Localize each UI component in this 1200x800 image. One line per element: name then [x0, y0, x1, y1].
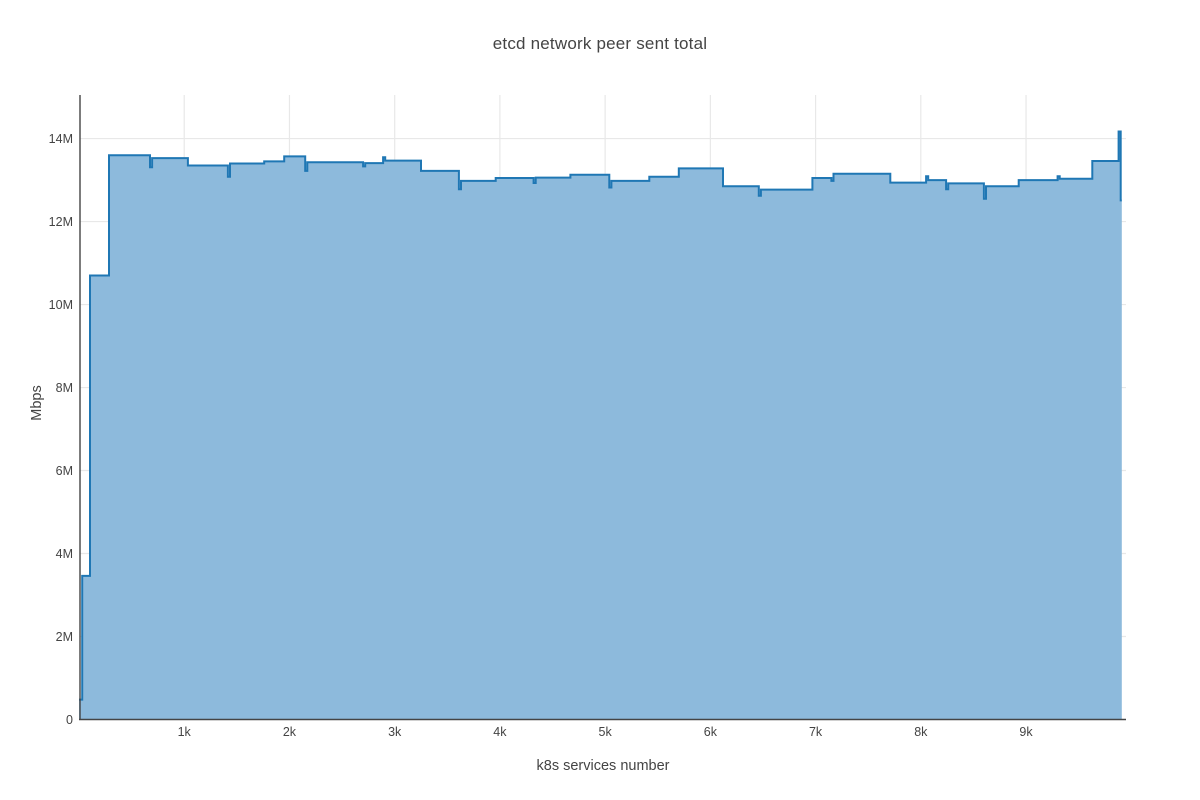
- x-tick-label: 7k: [809, 725, 823, 739]
- x-tick-label: 5k: [599, 725, 613, 739]
- y-tick-label: 8M: [56, 381, 73, 395]
- x-tick-label: 1k: [178, 725, 192, 739]
- y-tick-label: 6M: [56, 464, 73, 478]
- y-tick-label: 12M: [49, 215, 73, 229]
- series-area-fill: [79, 131, 1122, 720]
- x-tick-label: 2k: [283, 725, 297, 739]
- y-tick-label: 0: [66, 713, 73, 727]
- series-step-line: [79, 130, 1122, 701]
- x-tick-label: 6k: [704, 725, 718, 739]
- y-tick-label: 14M: [49, 132, 73, 146]
- y-tick-label: 10M: [49, 298, 73, 312]
- chart-title: etcd network peer sent total: [492, 34, 708, 53]
- x-tick-label: 8k: [914, 725, 928, 739]
- y-axis-title: Mbps: [29, 385, 45, 421]
- x-tick-label: 3k: [388, 725, 402, 739]
- x-tick-label: 4k: [493, 725, 507, 739]
- y-tick-label: 4M: [56, 547, 73, 561]
- y-tick-label: 2M: [56, 630, 73, 644]
- x-axis-title: k8s services number: [536, 758, 670, 774]
- x-tick-label: 9k: [1019, 725, 1033, 739]
